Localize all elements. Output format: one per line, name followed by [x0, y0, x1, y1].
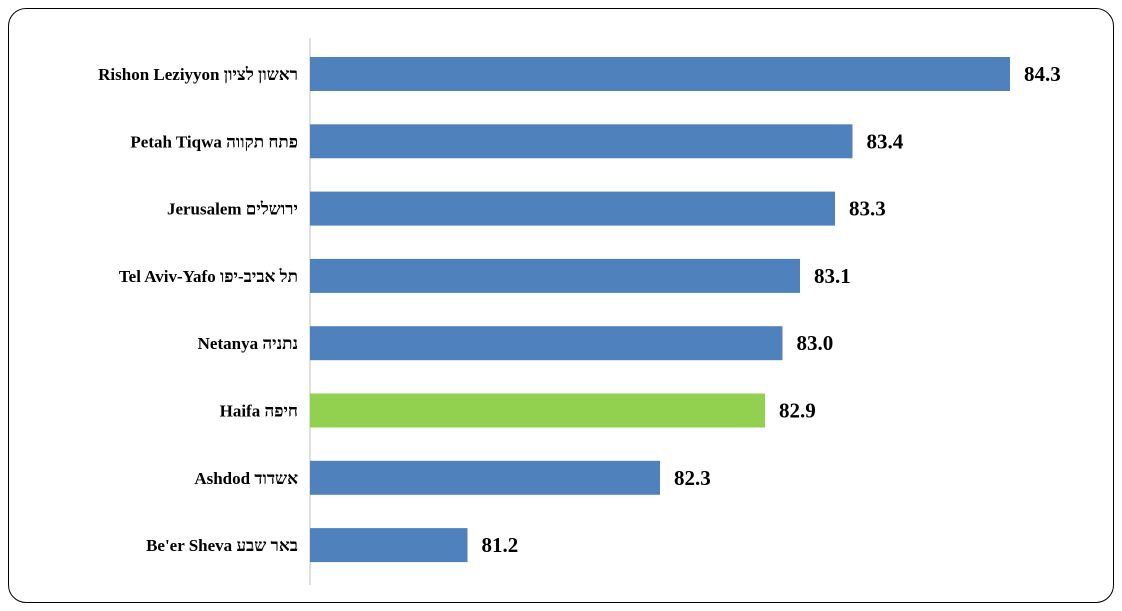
value-label: 83.4	[867, 129, 904, 153]
value-label: 82.9	[779, 399, 816, 423]
category-label: Rishon Leziyyon ראשון לציון	[98, 65, 298, 84]
bar	[310, 393, 765, 428]
bar	[310, 57, 1010, 91]
bars-group	[310, 57, 1010, 563]
bar	[310, 124, 853, 159]
bar	[310, 326, 783, 361]
category-label: Be'er Sheva באר שבע	[146, 536, 298, 555]
value-labels-group: 84.3 83.4 83.3 83.1 83.0 82.9 82.3 81.2	[482, 62, 1061, 557]
category-label: Ashdod אשדוד	[194, 469, 298, 488]
bar	[310, 191, 835, 226]
category-label: Haifa חיפה	[220, 402, 298, 421]
category-label: Jerusalem ירושלים	[167, 200, 298, 219]
value-label: 81.2	[482, 533, 519, 557]
category-label: Tel Aviv-Yafo תל אביב-יפו	[119, 267, 298, 286]
bar	[310, 528, 468, 563]
chart-frame	[8, 8, 1114, 603]
value-label: 83.3	[849, 197, 886, 221]
category-labels-group: Rishon Leziyyon ראשון לציון Petah Tiqwa פ…	[98, 65, 298, 555]
value-label: 83.0	[797, 331, 834, 355]
category-label: Netanya נתניה	[198, 334, 298, 353]
category-label: Petah Tiqwa פתח תקווה	[130, 132, 298, 151]
value-label: 84.3	[1024, 62, 1061, 86]
value-label: 82.3	[674, 466, 711, 490]
value-label: 83.1	[814, 264, 851, 288]
bar	[310, 258, 800, 293]
bar	[310, 460, 660, 495]
